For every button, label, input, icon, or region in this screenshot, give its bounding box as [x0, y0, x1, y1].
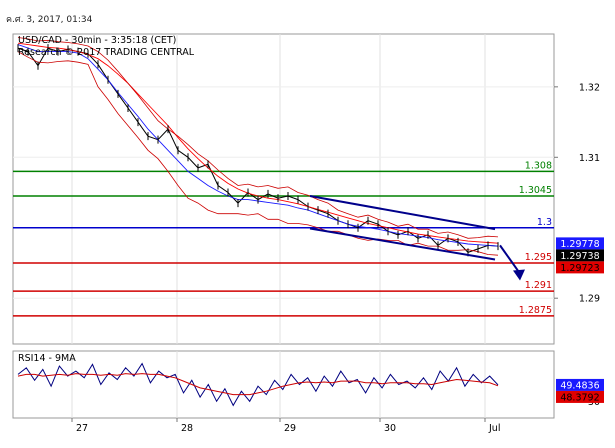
datetime-label: ค.ศ. 3, 2017, 01:34 — [6, 15, 93, 25]
chart-title: USD/CAD - 30min - 3:35:18 (CET) — [18, 35, 176, 46]
chart-subtitle: Research © 2017 TRADING CENTRAL — [18, 47, 195, 58]
level-label: 1.291 — [525, 280, 552, 291]
y-tick-label: 1.31 — [579, 153, 600, 164]
trend-channel — [309, 195, 496, 261]
rsi-series — [17, 362, 499, 407]
y-tick-label: 1.32 — [579, 82, 600, 93]
rsi-title: RSI14 - 9MA — [18, 353, 76, 364]
channel-upper-line — [309, 195, 496, 231]
rsi-series-line — [17, 373, 499, 396]
forecast-arrow-shaft — [499, 244, 521, 275]
title-bar: ค.ศ. 3, 2017, 01:34 — [0, 0, 615, 34]
price-tag-box — [556, 249, 604, 262]
x-tick-label: 28 — [181, 423, 193, 434]
level-label: 1.308 — [525, 160, 552, 171]
x-tick-label: 29 — [284, 423, 296, 434]
support-resistance-levels: 1.308 1.3045 1.3 1.295 1.291 1.2875 — [13, 160, 554, 317]
price-tag-box — [556, 261, 604, 274]
price-tag-label: 48.3792 — [560, 392, 599, 403]
price-tag-label: 1.29723 — [560, 263, 599, 274]
level-label: 1.3045 — [519, 185, 552, 196]
level-label: 1.2875 — [519, 305, 552, 316]
forecast-arrow — [499, 244, 525, 281]
forecast-arrow-head — [513, 269, 525, 281]
x-tick-label: 30 — [384, 423, 396, 434]
price-pane — [12, 33, 555, 345]
price-series-line — [17, 51, 499, 256]
price-tag-box — [556, 390, 604, 403]
channel-lower-line — [309, 227, 496, 261]
price-tag-box — [556, 378, 604, 391]
price-tag-label: 49.4836 — [560, 380, 599, 391]
level-label: 1.3 — [537, 217, 552, 228]
rsi-pane — [12, 350, 555, 419]
grid-lines — [13, 34, 554, 418]
price-series-line — [17, 37, 499, 239]
x-tick-label: Jul — [488, 423, 500, 434]
price-tag-label: 1.29778 — [560, 239, 599, 250]
price-tag-label: 1.29738 — [560, 251, 599, 262]
level-label: 1.295 — [525, 252, 552, 263]
price-tag-box — [556, 237, 604, 250]
x-tick-label: 27 — [76, 423, 88, 434]
price-series — [17, 37, 499, 257]
rsi-series-line — [17, 362, 499, 407]
y-tick-label: 1.29 — [579, 294, 600, 305]
